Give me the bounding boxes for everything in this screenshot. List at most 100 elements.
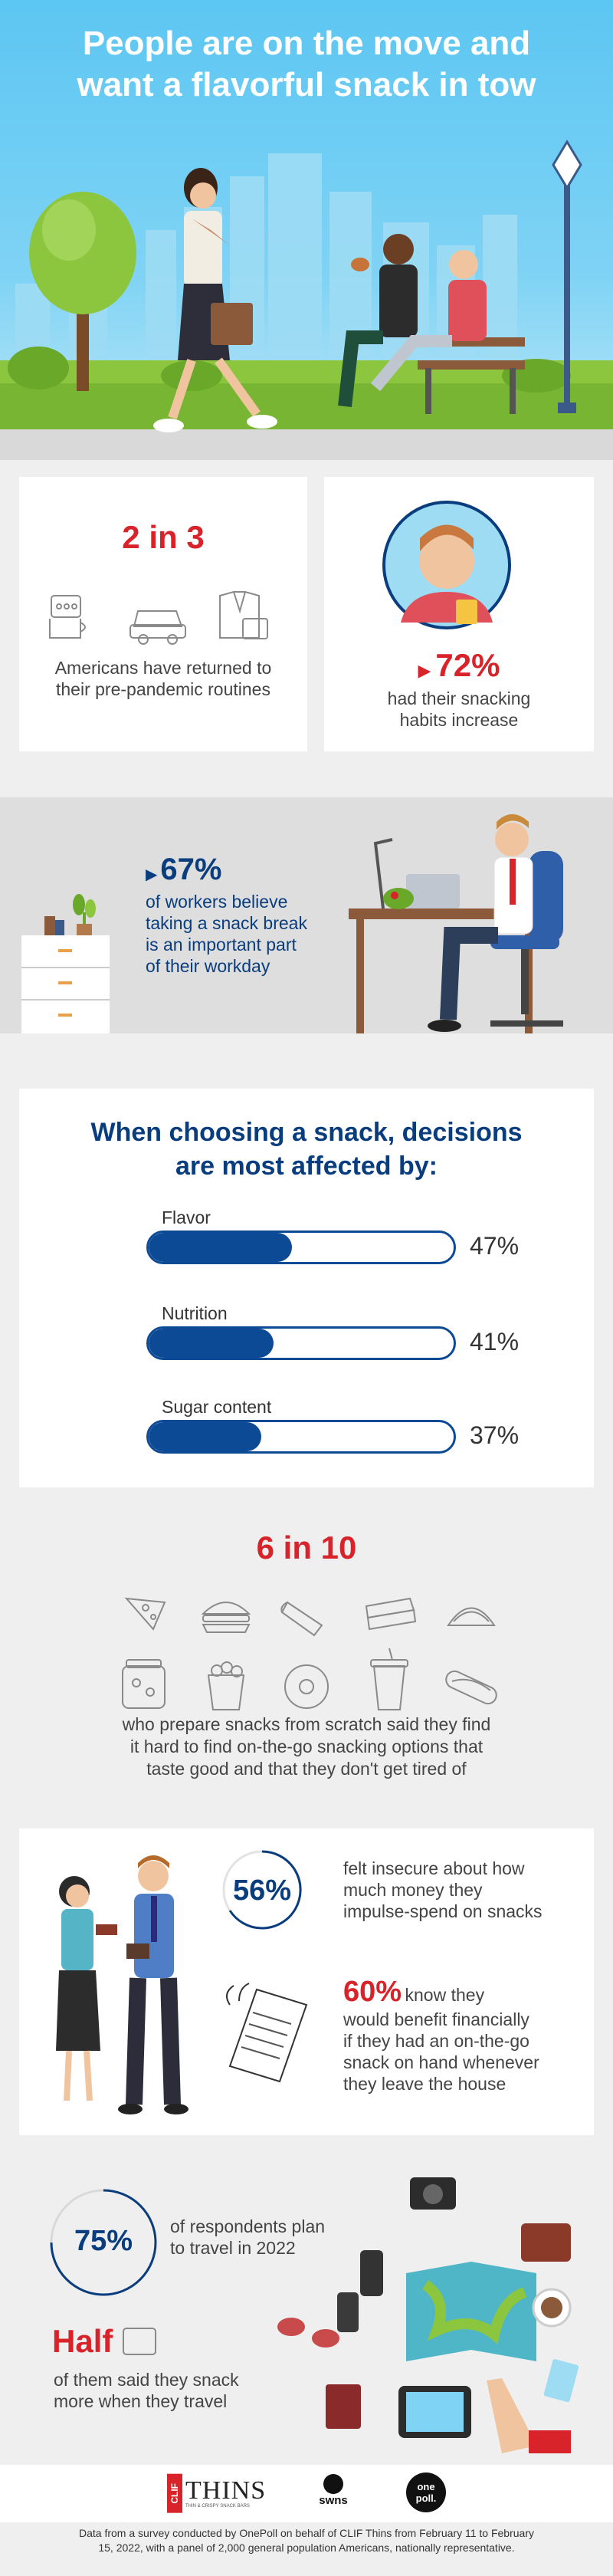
workers-text-line-1: of workers believe — [146, 892, 288, 912]
routine-icons — [49, 591, 268, 645]
bar-percent: 41% — [470, 1328, 520, 1355]
routines-card: 2 in 3 Americans have returned to their … — [19, 477, 307, 751]
scratch-text-line-1: who prepare snacks from scratch said the… — [122, 1714, 491, 1734]
workers-text-line-2: taking a snack break — [146, 913, 307, 933]
donut-icon — [284, 1664, 329, 1709]
car-icon — [129, 610, 186, 645]
footer-line-1: Data from a survey conducted by OnePoll … — [79, 2527, 534, 2539]
clif-logo: CLIF — [167, 2474, 182, 2513]
travel-text-1-line-2: to travel in 2022 — [170, 2238, 296, 2258]
money-text-2-line-1: know they — [405, 1985, 485, 2005]
park-scene-illustration — [0, 140, 613, 460]
thins-subtitle: THIN & CRISPY SNACK BARS — [185, 2504, 250, 2509]
snacking-stat-row: ▶ 72% — [324, 647, 594, 684]
thins-logo: THINS THIN & CRISPY SNACK BARS — [185, 2478, 266, 2509]
onepoll-line-2: poll. — [415, 2492, 437, 2504]
hero-title: People are on the move and want a flavor… — [31, 23, 582, 106]
cup-icon — [370, 1648, 408, 1710]
bar-track — [146, 1326, 456, 1360]
clif-thins-logo: CLIF THINS THIN & CRISPY SNACK BARS — [167, 2474, 266, 2513]
footer-line-2: 15, 2022, with a panel of 2,000 general … — [98, 2542, 515, 2554]
play-arrow-icon: ▶ — [146, 866, 158, 883]
luggage-icon — [122, 2328, 156, 2355]
snacking-card: ▶ 72% had their snacking habits increase — [324, 477, 594, 751]
bar-track — [146, 1230, 456, 1264]
decisions-card: When choosing a snack, decisions are mos… — [19, 1089, 594, 1487]
travel-stat-2-row: Half — [52, 2323, 156, 2360]
workers-stat-row: ▶ 67% — [146, 853, 221, 887]
travel-text-2: of them said they snack more when they t… — [54, 2369, 239, 2412]
snacking-text-line-1: had their snacking — [387, 688, 531, 708]
decisions-title-line-2: are most affected by: — [175, 1152, 438, 1181]
money-text-1-line-2: much money they — [343, 1880, 483, 1900]
bar-fill — [149, 1422, 262, 1451]
onepoll-logo: one poll. — [406, 2472, 446, 2512]
workers-text-line-3: is an important part — [146, 935, 297, 955]
decisions-title: When choosing a snack, decisions are mos… — [19, 1116, 594, 1183]
travel-text-1: of respondents plan to travel in 2022 — [170, 2216, 325, 2259]
onepoll-line-1: one — [417, 2481, 435, 2492]
decisions-title-line-1: When choosing a snack, decisions — [90, 1118, 523, 1147]
travel-stat-1: 75% — [74, 2225, 133, 2257]
swns-logo: swns — [314, 2474, 352, 2507]
bar-label: Sugar content — [162, 1397, 272, 1417]
sandwich-icon — [365, 1597, 417, 1631]
scratch-text-line-2: it hard to find on-the-go snacking optio… — [129, 1737, 484, 1756]
logos-strip: CLIF THINS THIN & CRISPY SNACK BARS swns… — [0, 2465, 613, 2522]
bar-percent: 47% — [470, 1232, 520, 1260]
routines-text: Americans have returned to their pre-pan… — [19, 657, 307, 700]
workers-band: ▶ 67% of workers believe taking a snack b… — [0, 797, 613, 1033]
travel-text-2-line-1: of them said they snack — [54, 2370, 239, 2390]
percent-ring-75 — [50, 2189, 157, 2296]
play-arrow-icon: ▶ — [418, 661, 431, 680]
snack-icons-grid — [122, 1597, 497, 1710]
snacking-person-icon — [382, 501, 511, 629]
routines-text-line-2: their pre-pandemic routines — [56, 679, 270, 699]
shirt-bag-icon — [219, 591, 268, 639]
bar-fill — [149, 1233, 293, 1262]
bar-label: Flavor — [162, 1208, 211, 1227]
travel-text-1-line-1: of respondents plan — [170, 2216, 326, 2236]
swns-wordmark: swns — [319, 2494, 348, 2507]
jar-icon — [122, 1659, 166, 1709]
couple-illustration — [56, 1855, 188, 2114]
hero-title-line-2: want a flavorful snack in tow — [77, 66, 536, 104]
burger-icon — [201, 1602, 251, 1633]
receipt-icon — [226, 1983, 308, 2083]
snacking-text-line-2: habits increase — [399, 710, 519, 730]
taco-icon — [447, 1607, 496, 1626]
money-text-1: felt insecure about how much money they … — [343, 1858, 543, 1922]
money-text-1-line-3: impulse-spend on snacks — [343, 1901, 543, 1921]
money-text-2-line-2: would benefit financially — [343, 2009, 529, 2029]
snacking-stat: 72% — [435, 647, 500, 683]
scratch-section: 6 in 10 who prepare snacks from scratch … — [0, 1518, 613, 1794]
scratch-stat: 6 in 10 — [256, 1530, 357, 1566]
bar-percent: 37% — [470, 1421, 520, 1449]
workers-text: of workers believe taking a snack break … — [146, 891, 307, 977]
travel-section: 75% of respondents plan to travel in 202… — [0, 2162, 613, 2469]
money-text-2-line-5: they leave the house — [343, 2074, 506, 2094]
money-text-2: 60% know they would benefit financially … — [343, 1976, 539, 2095]
money-text-1-line-1: felt insecure about how — [343, 1858, 525, 1878]
thins-wordmark: THINS — [185, 2476, 267, 2505]
footer-note: Data from a survey conducted by OnePoll … — [31, 2526, 582, 2555]
money-stat-1: 56% — [232, 1875, 292, 1907]
workers-stat: 67% — [160, 853, 222, 886]
office-worker-illustration — [21, 814, 563, 1033]
scratch-text: who prepare snacks from scratch said the… — [0, 1714, 613, 1780]
travel-items-illustration — [277, 2177, 579, 2453]
bar-track — [146, 1420, 456, 1454]
bar-fill — [149, 1329, 274, 1358]
percent-ring-56 — [222, 1850, 302, 1930]
burrito-icon — [280, 1601, 323, 1637]
scratch-text-line-3: taste good and that they don't get tired… — [146, 1759, 467, 1779]
routines-text-line-1: Americans have returned to — [54, 658, 272, 678]
money-text-2-line-3: if they had an on-the-go — [343, 2031, 529, 2051]
bar-label: Nutrition — [162, 1303, 228, 1323]
money-card: 56% felt insecure about how much money t… — [19, 1829, 594, 2135]
pizza-icon — [124, 1597, 166, 1631]
snacking-text: had their snacking habits increase — [324, 688, 594, 731]
popcorn-icon — [207, 1661, 245, 1710]
hero-banner: People are on the move and want a flavor… — [0, 0, 613, 460]
